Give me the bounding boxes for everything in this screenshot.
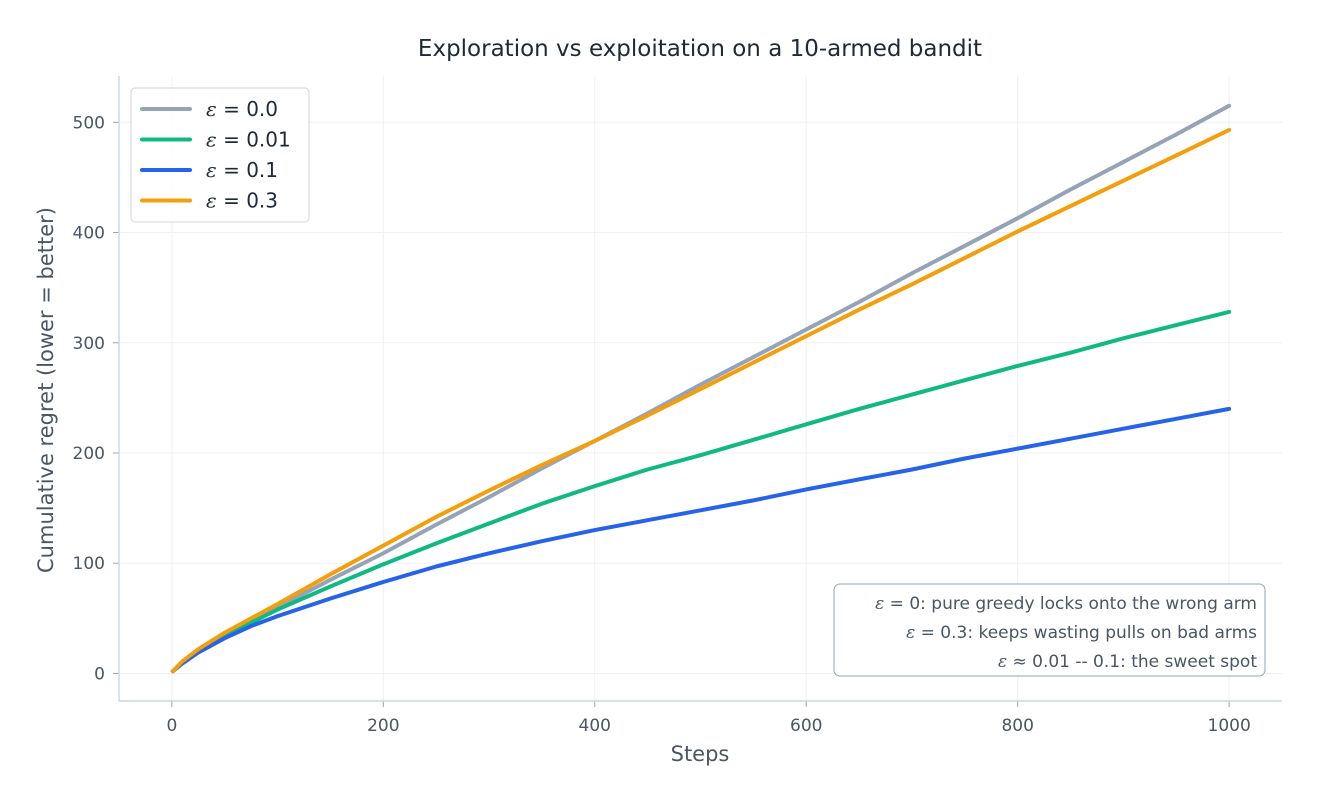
- annotation-line: ε = 0.3: keeps wasting pulls on bad arms: [906, 623, 1257, 643]
- chart-title: Exploration vs exploitation on a 10-arme…: [418, 36, 982, 62]
- series-line-2: [170, 406, 1232, 674]
- x-tick-label: 200: [367, 716, 399, 736]
- y-tick-label: 100: [73, 554, 105, 574]
- y-tick-label: 500: [73, 113, 105, 133]
- x-axis-label: Steps: [671, 742, 730, 766]
- annotation-frame: [833, 583, 1266, 677]
- legend-label: ε = 0.01: [206, 128, 291, 152]
- y-tick-label: 300: [73, 334, 105, 354]
- x-tick-label: 1000: [1208, 716, 1251, 736]
- y-axis-label: Cumulative regret (lower = better): [34, 207, 58, 573]
- y-tick-label: 200: [73, 444, 105, 464]
- legend: ε = 0.0 ε = 0.01 ε = 0.1 ε = 0.3: [130, 87, 310, 223]
- series-line-3: [170, 128, 1232, 674]
- series-line-1: [170, 309, 1232, 674]
- axes: 0 200 400 600 800 1000 0 100 200 300 400 500: [73, 76, 1282, 736]
- legend-box: [130, 87, 310, 223]
- x-tick-label: 600: [790, 716, 822, 736]
- y-tick-label: 400: [73, 224, 105, 244]
- legend-label: ε = 0.0: [206, 97, 278, 121]
- legend-label: ε = 0.1: [206, 158, 278, 182]
- x-tick-label: 0: [166, 716, 177, 736]
- series-lines: [170, 103, 1232, 674]
- y-tick-label: 0: [94, 664, 105, 684]
- x-tick-label: 800: [1001, 716, 1033, 736]
- annotation-box: ε = 0: pure greedy locks onto the wrong …: [833, 583, 1266, 677]
- annotation-line: ε = 0: pure greedy locks onto the wrong …: [875, 594, 1257, 614]
- x-tick-label: 400: [579, 716, 611, 736]
- annotation-line: ε ≈ 0.01 -- 0.1: the sweet spot: [998, 652, 1257, 672]
- legend-label: ε = 0.3: [206, 189, 278, 213]
